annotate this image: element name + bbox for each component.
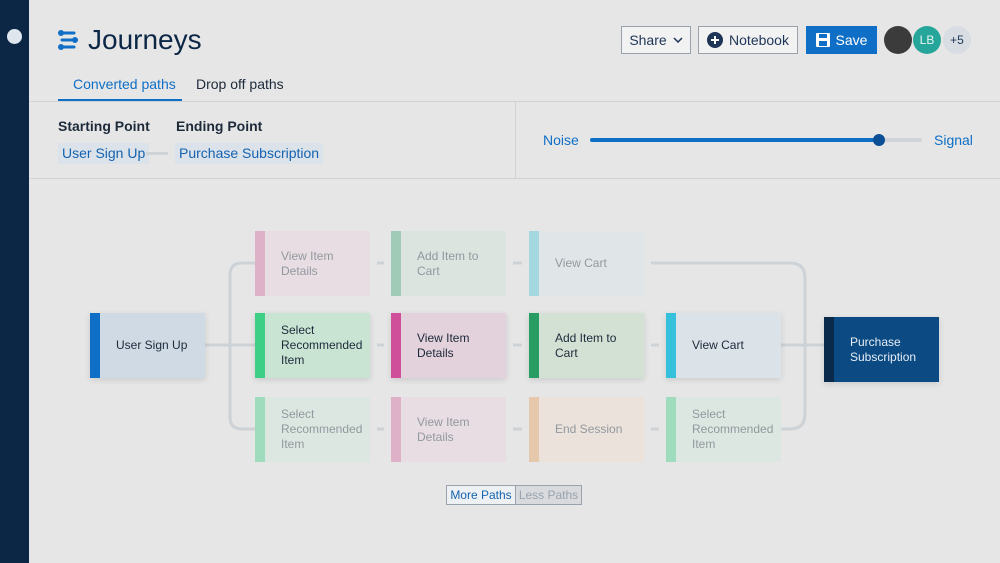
tab[interactable]: Drop off paths: [196, 76, 284, 92]
node-label: Add Item to Cart: [417, 248, 479, 278]
node-label: User Sign Up: [116, 338, 188, 352]
node-accent: [255, 397, 265, 462]
journey-node[interactable]: Purchase Subscription: [824, 317, 939, 382]
sidebar: [0, 0, 29, 563]
journey-node[interactable]: Select Recommended Item: [255, 397, 370, 462]
less-paths-button[interactable]: Less Paths: [515, 485, 582, 505]
journey-node[interactable]: View Cart: [529, 231, 644, 296]
journey-node[interactable]: Select Recommended Item: [255, 313, 370, 378]
node-label: Purchase Subscription: [850, 334, 917, 364]
page-title: Journeys: [88, 24, 202, 55]
node-accent: [666, 313, 676, 378]
filter-chip[interactable]: User Sign Up: [58, 143, 150, 164]
journey-node[interactable]: View Item Details: [391, 313, 506, 378]
journeys-icon: [58, 30, 78, 50]
divider: [29, 178, 1000, 179]
slider-thumb[interactable]: [873, 134, 885, 146]
divider: [29, 101, 1000, 102]
journey-node[interactable]: Add Item to Cart: [391, 231, 506, 296]
journey-node[interactable]: View Item Details: [255, 231, 370, 296]
avatar-photo[interactable]: [884, 26, 912, 54]
notebook-button[interactable]: Notebook: [698, 26, 798, 54]
connector: [146, 152, 168, 155]
node-label: Select Recommended Item: [281, 323, 363, 367]
journey-node[interactable]: End Session: [529, 397, 644, 462]
journey-node[interactable]: User Sign Up: [90, 313, 205, 378]
save-button[interactable]: Save: [806, 26, 877, 54]
save-icon: [815, 33, 830, 47]
filter-label: Ending Point: [176, 118, 263, 134]
label: Save: [835, 32, 868, 48]
node-label: View Cart: [555, 256, 607, 270]
node-label: View Item Details: [417, 414, 470, 444]
tab-underline: [58, 99, 182, 101]
share-button[interactable]: Share: [621, 26, 691, 54]
node-label: View Item Details: [417, 330, 470, 360]
node-accent: [529, 313, 539, 378]
node-accent: [255, 313, 265, 378]
avatar-more[interactable]: +5: [943, 26, 971, 54]
logo[interactable]: [7, 29, 22, 44]
more-paths-button[interactable]: More Paths: [446, 485, 516, 505]
filter-label: Starting Point: [58, 118, 150, 134]
node-accent: [391, 313, 401, 378]
filter-chip[interactable]: Purchase Subscription: [175, 143, 324, 164]
node-accent: [529, 397, 539, 462]
chevron: [673, 37, 683, 43]
journey-node[interactable]: View Cart: [666, 313, 781, 378]
journey-node[interactable]: Select Recommended Item: [666, 397, 781, 462]
node-accent: [391, 231, 401, 296]
node-label: View Item Details: [281, 248, 334, 278]
node-accent: [255, 231, 265, 296]
slider-label: Signal: [934, 132, 973, 148]
label: Notebook: [729, 32, 789, 48]
tab-active[interactable]: Converted paths: [73, 76, 176, 92]
plus-icon: [707, 32, 724, 48]
journey-node[interactable]: Add Item to Cart: [529, 313, 644, 378]
slider-label: Noise: [543, 132, 579, 148]
divider: [515, 101, 516, 178]
node-label: Select Recommended Item: [281, 407, 363, 451]
node-accent: [90, 313, 100, 378]
label: Share: [629, 32, 667, 48]
node-label: Select Recommended Item: [692, 407, 774, 451]
slider-fill: [590, 138, 879, 142]
node-label: End Session: [555, 422, 623, 436]
node-label: Add Item to Cart: [555, 330, 617, 360]
journey-node[interactable]: View Item Details: [391, 397, 506, 462]
avatar[interactable]: LB: [913, 26, 941, 54]
node-accent: [666, 397, 676, 462]
node-accent: [529, 231, 539, 296]
node-accent: [391, 397, 401, 462]
node-label: View Cart: [692, 338, 744, 352]
node-accent: [824, 317, 834, 382]
